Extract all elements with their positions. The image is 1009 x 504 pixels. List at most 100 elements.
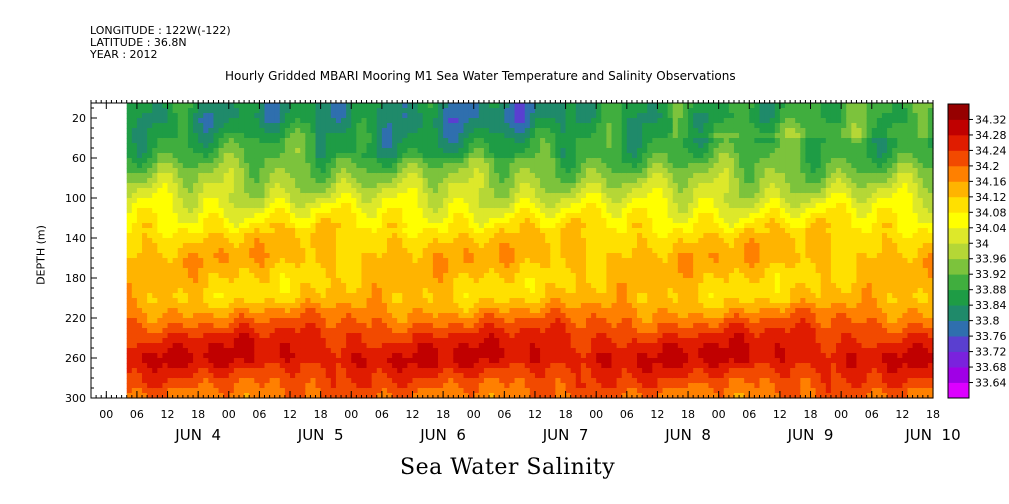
- heatmap-cell: [371, 373, 378, 379]
- heatmap-cell: [213, 208, 220, 214]
- heatmap-cell: [346, 283, 352, 289]
- heatmap-cell: [524, 253, 531, 259]
- heatmap-cell: [233, 193, 240, 199]
- heatmap-cell: [126, 193, 133, 199]
- heatmap-cell: [203, 313, 209, 319]
- heatmap-cell: [381, 298, 388, 304]
- heatmap-cell: [147, 138, 153, 144]
- heatmap-cell: [228, 363, 235, 369]
- heatmap-cell: [259, 213, 266, 219]
- heatmap-cell: [346, 148, 352, 154]
- heatmap-cell: [187, 283, 194, 289]
- heatmap-cell: [499, 328, 505, 334]
- heatmap-cell: [376, 148, 383, 154]
- heatmap-cell: [494, 118, 500, 124]
- heatmap-cell: [249, 283, 255, 289]
- heatmap-cell: [371, 203, 378, 209]
- heatmap-cell: [346, 253, 352, 259]
- heatmap-cell: [279, 303, 286, 309]
- heatmap-cell: [259, 183, 266, 189]
- heatmap-cell: [422, 163, 429, 169]
- heatmap-cell: [172, 173, 179, 179]
- heatmap-cell: [448, 113, 454, 119]
- heatmap-cell: [458, 343, 465, 349]
- heatmap-cell: [172, 168, 179, 174]
- heatmap-cell: [529, 333, 536, 339]
- heatmap-cell: [463, 218, 470, 224]
- heatmap-cell: [147, 208, 153, 214]
- heatmap-cell: [218, 238, 225, 244]
- heatmap-cell: [524, 123, 531, 129]
- heatmap-cell: [458, 303, 465, 309]
- heatmap-cell: [453, 113, 460, 119]
- heatmap-cell: [550, 308, 556, 314]
- heatmap-cell: [443, 343, 449, 349]
- heatmap-cell: [218, 368, 225, 374]
- heatmap-cell: [545, 313, 551, 319]
- heatmap-cell: [346, 208, 352, 214]
- heatmap-cell: [177, 338, 184, 344]
- heatmap-cell: [295, 338, 301, 344]
- heatmap-cell: [366, 273, 373, 279]
- heatmap-cell: [259, 138, 266, 144]
- heatmap-cell: [290, 178, 296, 184]
- heatmap-cell: [208, 343, 215, 349]
- heatmap-cell: [157, 138, 164, 144]
- heatmap-cell: [356, 253, 363, 259]
- heatmap-cell: [534, 273, 541, 279]
- heatmap-cell: [136, 133, 143, 139]
- heatmap-cell: [126, 198, 133, 204]
- heatmap-cell: [254, 258, 260, 264]
- heatmap-cell: [279, 198, 286, 204]
- heatmap-cell: [422, 258, 429, 264]
- heatmap-cell: [198, 233, 204, 239]
- heatmap-cell: [463, 353, 470, 359]
- heatmap-cell: [499, 288, 505, 294]
- heatmap-cell: [550, 188, 556, 194]
- heatmap-cell: [157, 168, 164, 174]
- heatmap-cell: [540, 228, 546, 234]
- heatmap-cell: [366, 243, 373, 249]
- heatmap-cell: [381, 328, 388, 334]
- heatmap-cell: [228, 133, 235, 139]
- heatmap-cell: [458, 298, 465, 304]
- heatmap-cell: [529, 153, 536, 159]
- heatmap-cell: [468, 388, 475, 394]
- heatmap-cell: [473, 228, 480, 234]
- heatmap-cell: [386, 138, 393, 144]
- heatmap-cell: [386, 208, 393, 214]
- heatmap-cell: [483, 238, 490, 244]
- heatmap-cell: [284, 383, 291, 389]
- heatmap-cell: [254, 383, 260, 389]
- heatmap-cell: [371, 128, 378, 134]
- heatmap-cell: [325, 208, 332, 214]
- heatmap-cell: [335, 108, 342, 114]
- heatmap-cell: [147, 223, 153, 229]
- heatmap-cell: [315, 293, 322, 299]
- heatmap-cell: [376, 348, 383, 354]
- heatmap-cell: [550, 353, 556, 359]
- heatmap-cell: [458, 123, 465, 129]
- heatmap-cell: [555, 273, 562, 279]
- heatmap-cell: [524, 268, 531, 274]
- heatmap-cell: [172, 153, 179, 159]
- heatmap-cell: [162, 238, 169, 244]
- heatmap-cell: [172, 388, 179, 394]
- heatmap-cell: [305, 103, 312, 109]
- heatmap-cell: [427, 353, 434, 359]
- heatmap-cell: [193, 213, 199, 219]
- heatmap-cell: [213, 328, 220, 334]
- heatmap-cell: [198, 348, 204, 354]
- heatmap-cell: [198, 258, 204, 264]
- heatmap-cell: [432, 213, 439, 219]
- heatmap-cell: [182, 103, 189, 109]
- heatmap-cell: [182, 298, 189, 304]
- heatmap-cell: [371, 178, 378, 184]
- heatmap-cell: [223, 183, 230, 189]
- heatmap-cell: [504, 353, 511, 359]
- heatmap-cell: [519, 343, 526, 349]
- heatmap-cell: [422, 143, 429, 149]
- heatmap-cell: [412, 333, 419, 339]
- heatmap-cell: [218, 333, 225, 339]
- heatmap-cell: [193, 318, 199, 324]
